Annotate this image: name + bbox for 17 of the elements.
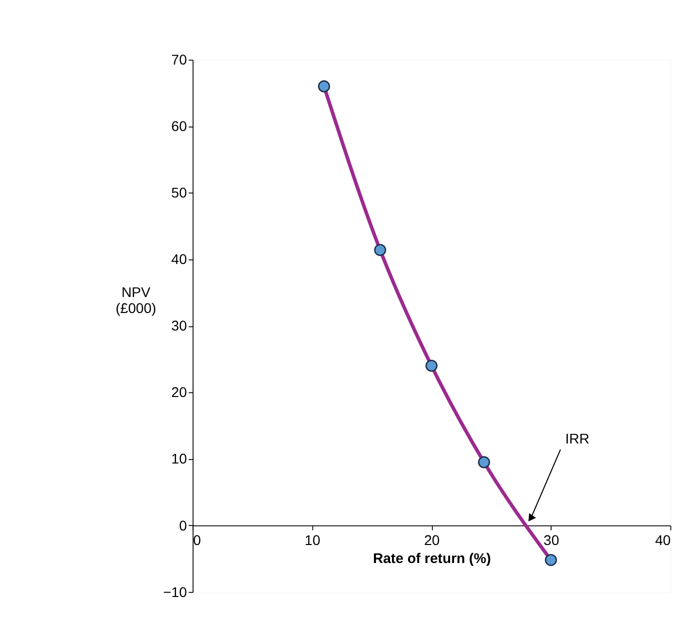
x-axis-title: Rate of return (%)	[372, 550, 491, 566]
y-tick-label: 0	[179, 517, 188, 534]
y-axis-title: NPV (£000)	[116, 284, 156, 316]
y-tick-label: 70	[171, 52, 188, 68]
y-tick-label: 60	[171, 118, 188, 134]
x-tick-label: 30	[544, 532, 560, 548]
y-tick-label: −10	[163, 584, 188, 600]
y-tick-label: 30	[171, 318, 188, 334]
x-tick-label: 0	[193, 532, 202, 548]
annotation: IRR	[565, 430, 590, 446]
y-tick-label: 50	[171, 184, 188, 201]
x-tick-label: 20	[424, 532, 440, 548]
x-tick-label: 40	[655, 532, 671, 548]
y-tick-label: 40	[171, 251, 188, 268]
y-tick-label: 20	[171, 384, 188, 400]
x-tick-label: 10	[304, 532, 320, 548]
y-tick-label: 10	[171, 450, 188, 467]
